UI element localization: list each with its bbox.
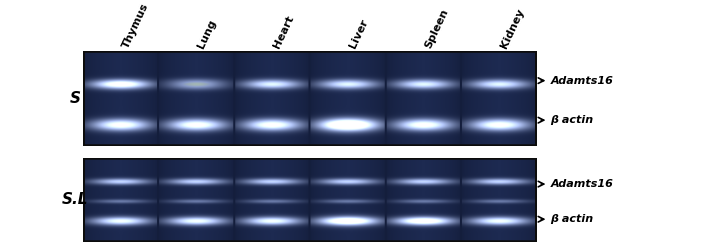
Text: Lung: Lung xyxy=(196,18,218,50)
Text: Spleen: Spleen xyxy=(423,7,450,50)
Text: S: S xyxy=(69,91,81,106)
Text: Heart: Heart xyxy=(272,14,296,50)
Text: S.L: S.L xyxy=(61,192,88,207)
Text: Adamts16: Adamts16 xyxy=(550,76,613,86)
Text: Adamts16: Adamts16 xyxy=(550,179,613,189)
Text: β actin: β actin xyxy=(550,214,593,224)
Text: Thymus: Thymus xyxy=(121,1,150,50)
Text: Kidney: Kidney xyxy=(498,7,526,50)
Text: β actin: β actin xyxy=(550,115,593,125)
Text: Liver: Liver xyxy=(347,17,369,50)
